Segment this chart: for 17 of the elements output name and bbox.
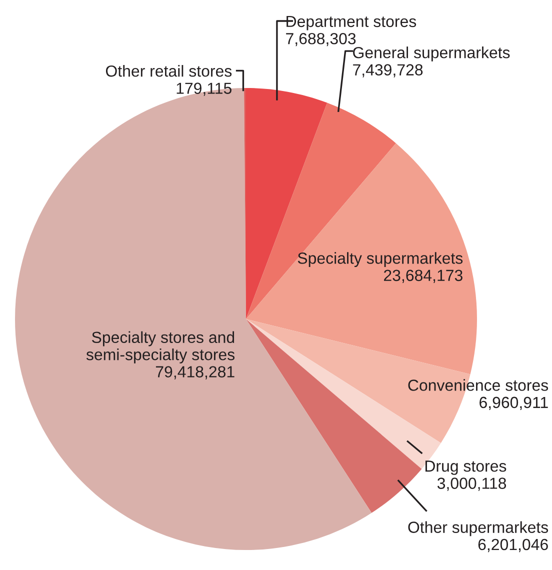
slice-label: Department stores	[286, 16, 416, 30]
slice-label: Drug stores	[425, 460, 506, 475]
slice-label: Specialty supermarkets	[298, 252, 463, 268]
slice-label: Other supermarkets	[408, 521, 548, 536]
data-label: 6,960,911	[480, 396, 548, 410]
data-label: 6,201,046	[478, 538, 548, 552]
data-label: 7,688,303	[286, 32, 356, 46]
data-label: 179,115	[176, 82, 232, 96]
slice-label: Convenience stores	[408, 379, 548, 391]
data-label: 23,684,173	[384, 270, 462, 283]
data-label: 3,000,118	[437, 478, 506, 491]
slice-label: General supermarkets	[353, 46, 510, 62]
data-label: 79,418,281	[156, 366, 234, 380]
slice-label: Specialty stores and semi-specialty stores	[86, 331, 235, 364]
slice-label: Other retail stores	[106, 65, 232, 77]
data-label: 7,439,728	[353, 64, 423, 78]
pie-slice	[246, 143, 477, 374]
